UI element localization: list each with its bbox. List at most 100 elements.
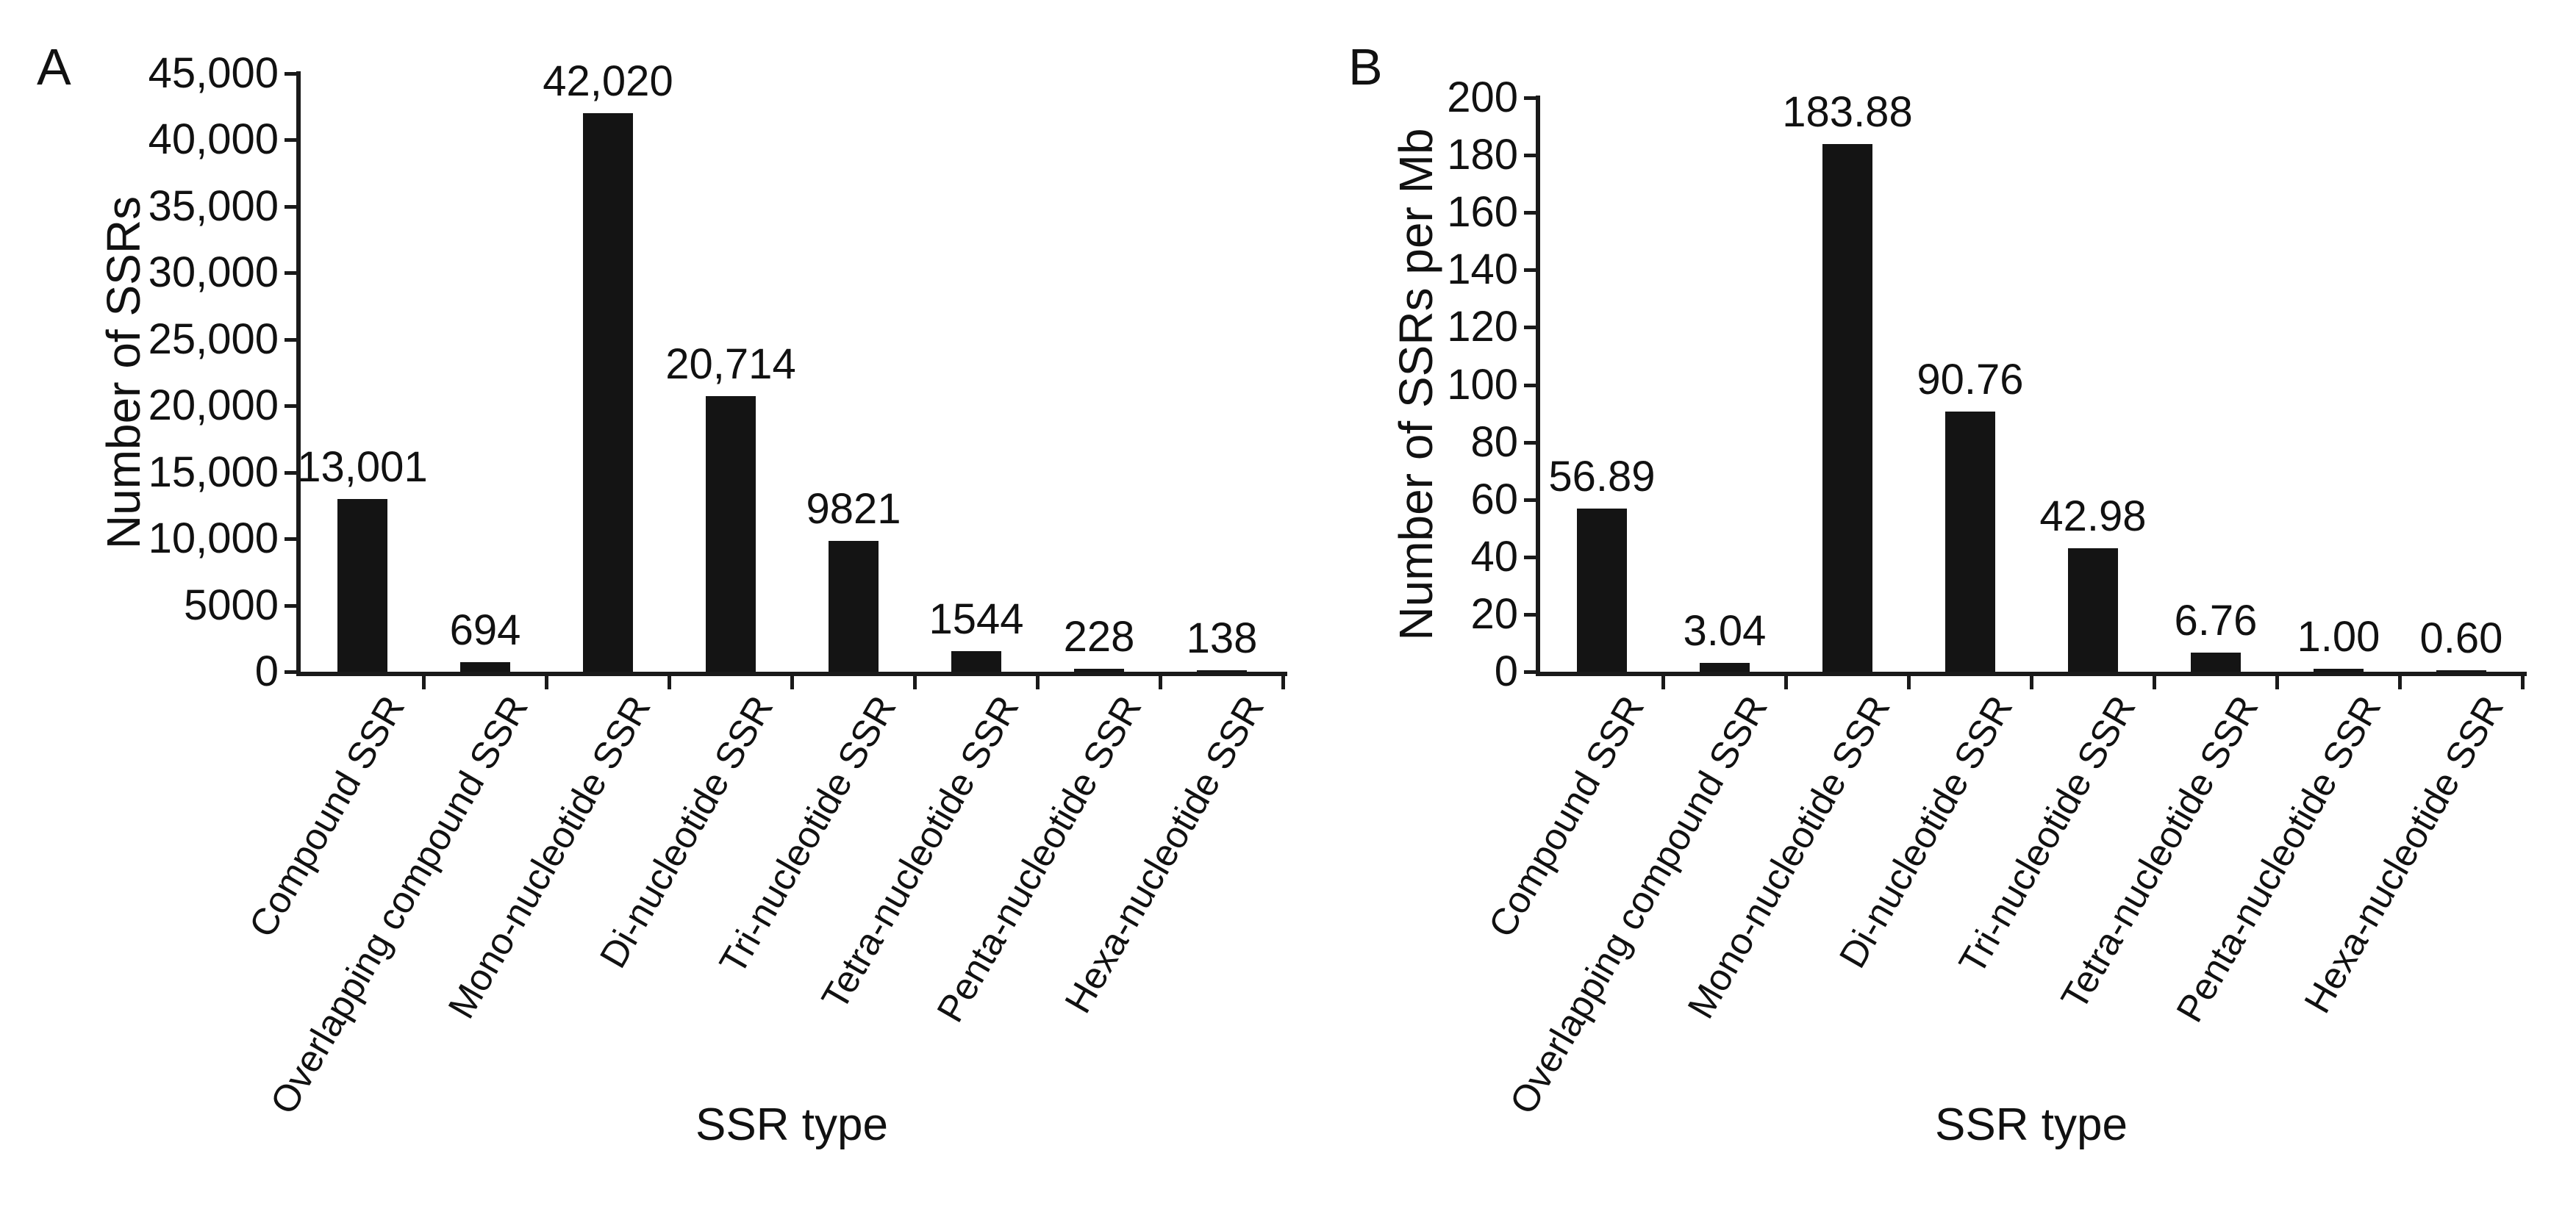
- x-tick: [1907, 675, 1911, 689]
- y-tick: [1524, 441, 1536, 445]
- x-axis-line: [296, 672, 1287, 676]
- x-axis-line: [1536, 672, 2527, 676]
- y-tick: [1524, 498, 1536, 502]
- bar-value-label: 1.00: [2297, 613, 2380, 661]
- y-tick: [1524, 268, 1536, 272]
- x-tick: [1036, 675, 1040, 689]
- bar: [2436, 670, 2486, 672]
- x-tick: [913, 675, 917, 689]
- panel-letter-a: A: [37, 38, 71, 96]
- x-tick: [2153, 675, 2156, 689]
- y-axis-line: [296, 71, 301, 676]
- y-tick: [285, 537, 296, 541]
- y-tick: [1524, 96, 1536, 100]
- x-tick: [1784, 675, 1788, 689]
- plot-area: 45,000 40,000 35,000 30,000 25,000 20,000 15,0…: [148, 49, 1287, 1121]
- bar-value-label: 42,020: [543, 57, 673, 105]
- y-tick: [285, 271, 296, 275]
- bar-value-label: 138: [1186, 614, 1258, 662]
- bar: [2314, 669, 2364, 672]
- x-tick: [2398, 675, 2402, 689]
- bar-value-label: 20,714: [665, 340, 796, 389]
- bar: [1700, 663, 1750, 672]
- y-tick: [285, 138, 296, 142]
- y-tick: [285, 72, 296, 76]
- y-tick-label: 200: [1447, 73, 1518, 121]
- bar-value-label: 228: [1063, 612, 1135, 661]
- bar: [1074, 668, 1124, 672]
- y-tick: [1524, 211, 1536, 215]
- bar: [1945, 411, 1995, 672]
- y-tick-label: 120: [1447, 303, 1518, 351]
- y-tick: [285, 205, 296, 209]
- x-tick: [2275, 675, 2279, 689]
- y-tick: [285, 670, 296, 674]
- y-tick-label: 80: [1470, 418, 1518, 466]
- bar-value-label: 183.88: [1782, 87, 1913, 136]
- x-tick: [1281, 675, 1285, 689]
- bar: [706, 396, 756, 672]
- bar: [1822, 143, 1872, 672]
- y-tick-label: 180: [1447, 131, 1518, 179]
- bar: [2068, 548, 2118, 672]
- y-axis-line: [1536, 96, 1540, 676]
- bar-value-label: 0.60: [2419, 614, 2503, 662]
- bar-value-label: 1544: [929, 595, 1024, 644]
- x-axis-title: SSR type: [695, 1099, 888, 1150]
- y-tick-label: 20: [1470, 590, 1518, 638]
- y-tick-label: 25,000: [148, 315, 279, 363]
- y-tick-label: 30,000: [148, 248, 279, 296]
- y-tick-label: 20,000: [148, 381, 279, 429]
- x-axis-title: SSR type: [1935, 1099, 2128, 1150]
- x-tick: [668, 675, 671, 689]
- panel-b: B Number of SSRs per Mb 200 180 160 140 120 1…: [1288, 0, 2576, 1206]
- y-tick-label: 160: [1447, 188, 1518, 236]
- bar: [1197, 670, 1247, 672]
- x-tick: [2030, 675, 2033, 689]
- panel-letter-b: B: [1348, 38, 1383, 96]
- y-tick-label: 100: [1447, 361, 1518, 409]
- x-tick: [2521, 675, 2525, 689]
- x-tick: [1159, 675, 1162, 689]
- bar-value-label: 13,001: [297, 442, 428, 491]
- x-tick: [422, 675, 426, 689]
- y-tick: [285, 404, 296, 408]
- bar: [1577, 508, 1627, 672]
- y-tick-label: 40,000: [148, 115, 279, 163]
- bar-value-label: 56.89: [1548, 452, 1656, 500]
- y-tick: [1524, 384, 1536, 387]
- y-tick-label: 40: [1470, 533, 1518, 581]
- bar-value-label: 42.98: [2039, 492, 2147, 541]
- bar-value-label: 3.04: [1683, 607, 1767, 656]
- y-tick: [1524, 556, 1536, 559]
- y-tick-label: 60: [1470, 475, 1518, 523]
- y-tick: [285, 471, 296, 475]
- x-tick: [1661, 675, 1665, 689]
- bar-value-label: 9821: [806, 485, 901, 534]
- bar-value-label: 6.76: [2174, 596, 2258, 645]
- y-tick-label: 45,000: [148, 49, 279, 97]
- y-tick-label: 15,000: [148, 448, 279, 496]
- y-tick: [1524, 326, 1536, 329]
- x-category-label: Overlapping compound SSR: [262, 689, 536, 1121]
- x-tick: [545, 675, 548, 689]
- bar: [829, 541, 879, 672]
- y-tick-label: 5000: [183, 581, 279, 629]
- y-tick: [1524, 670, 1536, 674]
- bar: [2191, 652, 2241, 672]
- y-tick-label: 0: [1494, 647, 1518, 695]
- bar-value-label: 90.76: [1917, 355, 2024, 403]
- y-tick: [285, 604, 296, 608]
- x-tick: [790, 675, 794, 689]
- bar: [583, 112, 633, 672]
- panel-a: A Number of SSRs 45,000 40,000 35,000 30,00…: [37, 38, 1287, 1150]
- y-tick-label: 140: [1447, 245, 1518, 293]
- y-tick: [1524, 154, 1536, 157]
- y-tick-label: 35,000: [148, 182, 279, 230]
- y-tick: [285, 338, 296, 342]
- y-tick: [1524, 613, 1536, 617]
- bar: [460, 662, 510, 672]
- y-tick-label: 10,000: [148, 514, 279, 562]
- plot-area: 200 180 160 140 120 100 80 60 40 20 0 56.89 Compound…: [1288, 0, 2576, 1206]
